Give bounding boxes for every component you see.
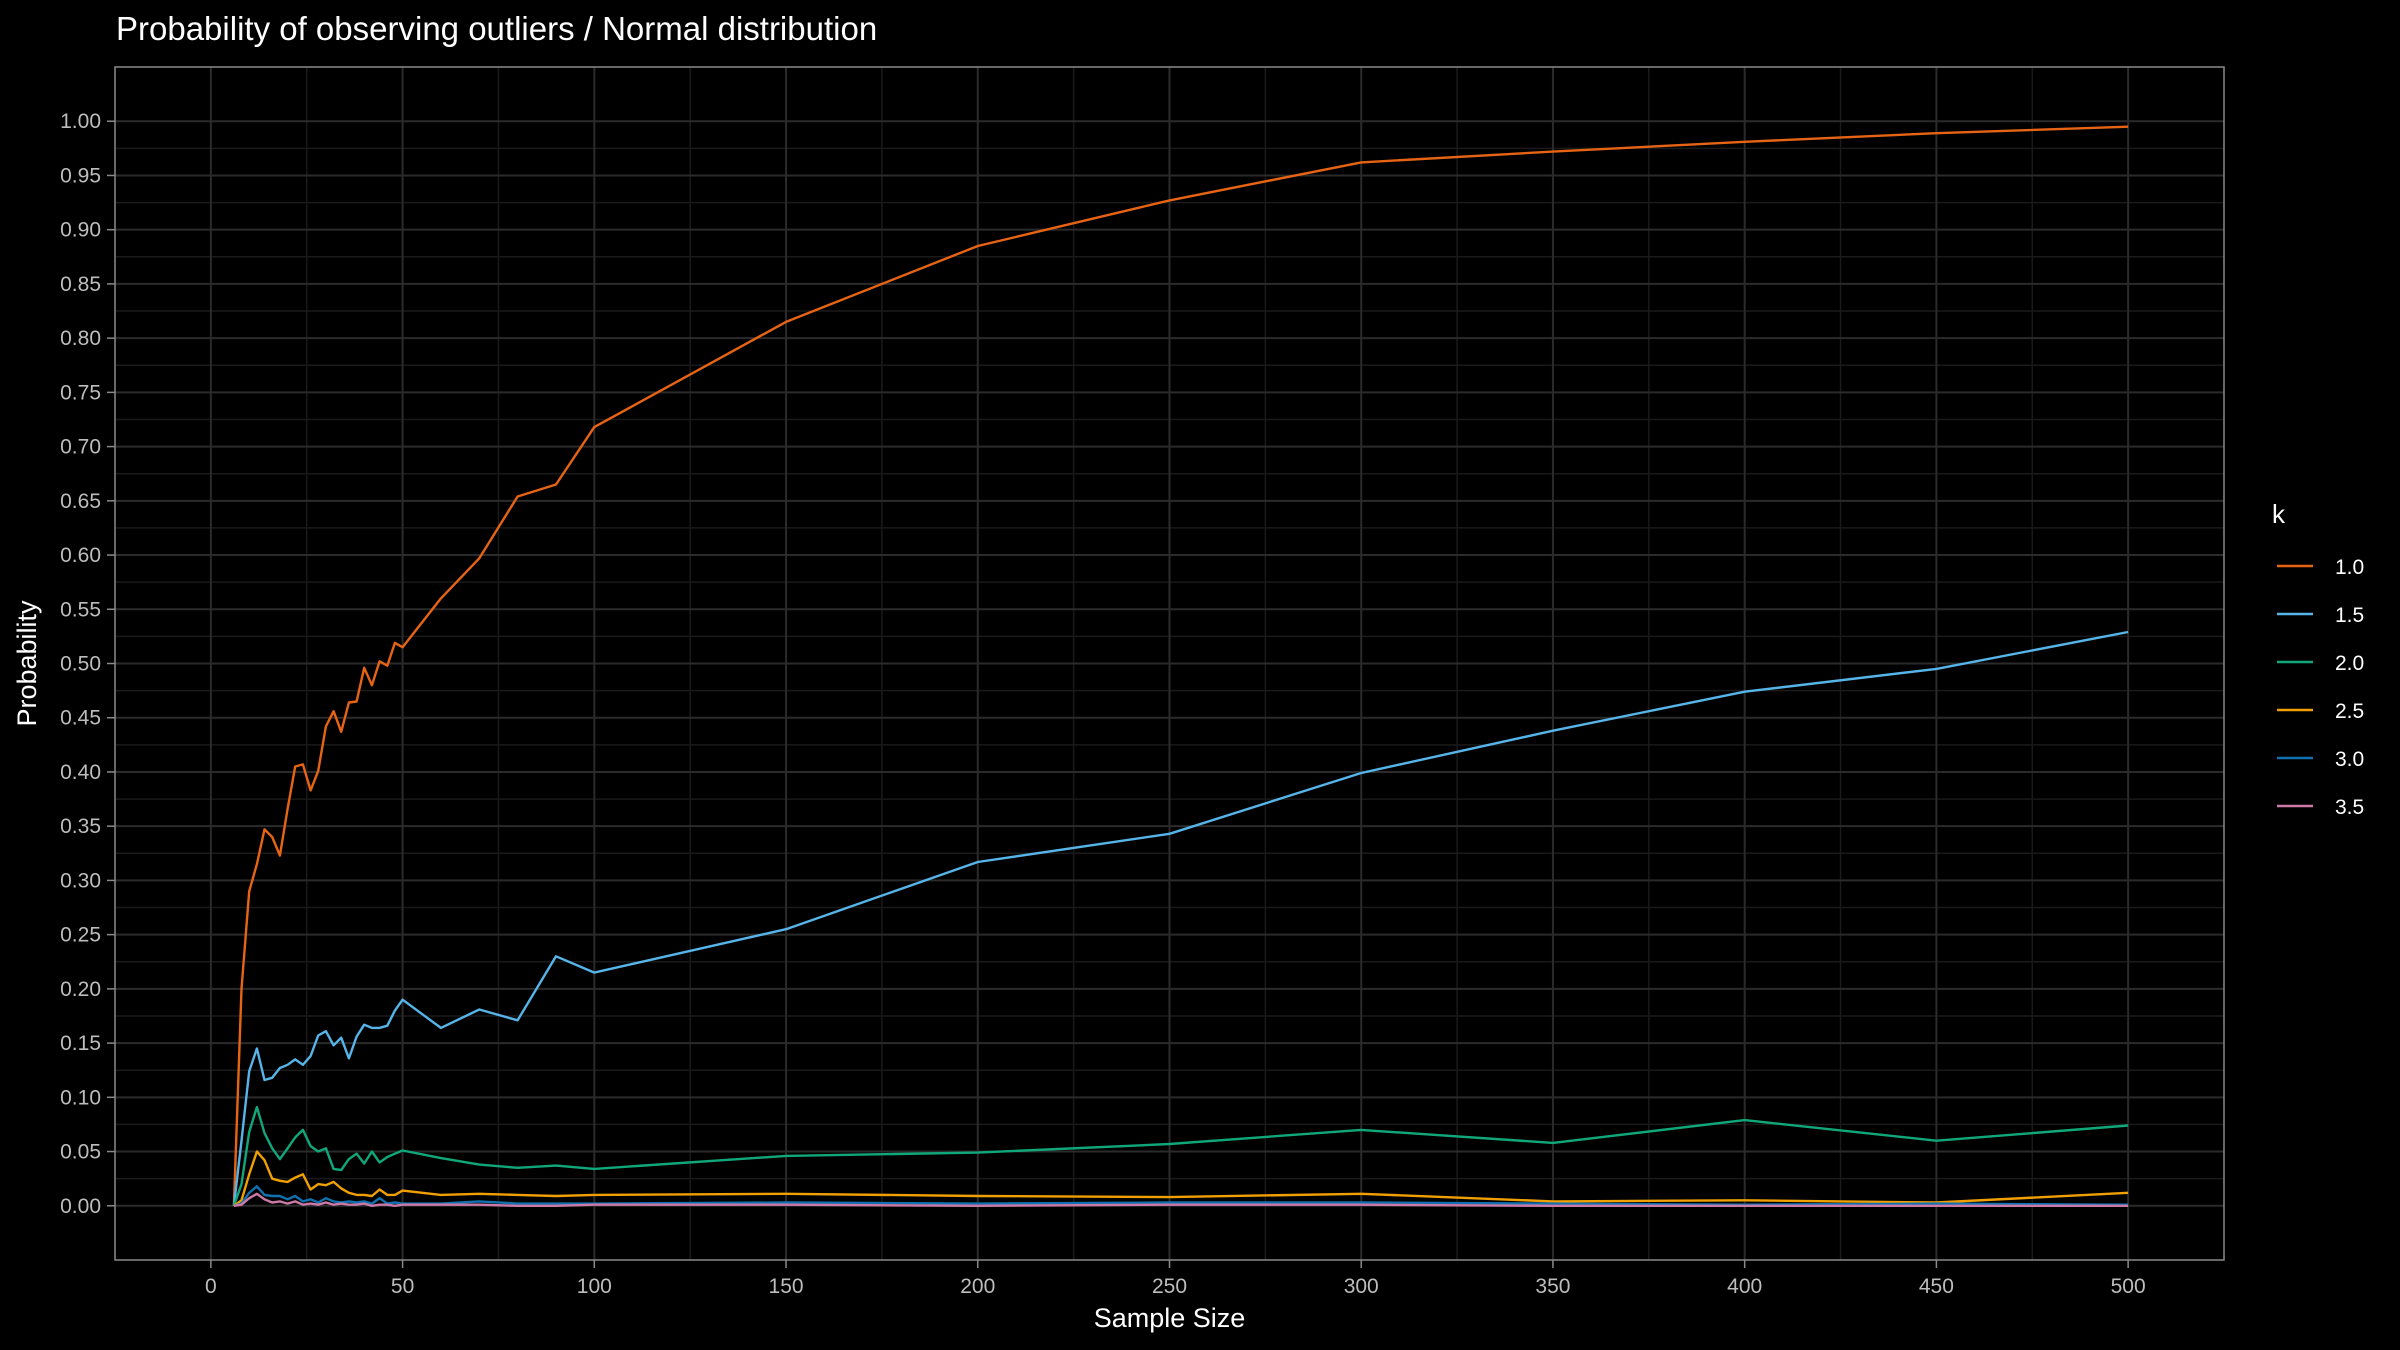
- y-tick-label: 0.00: [60, 1195, 101, 1218]
- x-axis-title: Sample Size: [1094, 1303, 1246, 1333]
- y-tick-label: 0.15: [60, 1032, 101, 1055]
- legend-title: k: [2272, 499, 2286, 529]
- y-tick-label: 0.50: [60, 653, 101, 676]
- legend-label: 3.5: [2335, 796, 2364, 819]
- y-tick-label: 0.45: [60, 707, 101, 730]
- legend-item-k-2.0: 2.0: [2277, 652, 2364, 675]
- x-tick-label: 0: [205, 1275, 217, 1298]
- x-axis: 0 50 100 150 200 250 300 350 400 450 500: [205, 1260, 2146, 1298]
- x-tick-label: 200: [960, 1275, 995, 1298]
- x-tick-label: 350: [1535, 1275, 1570, 1298]
- y-tick-label: 0.70: [60, 436, 101, 459]
- y-tick-label: 0.65: [60, 490, 101, 513]
- x-tick-label: 300: [1344, 1275, 1379, 1298]
- legend-label: 3.0: [2335, 748, 2364, 771]
- y-tick-label: 0.85: [60, 273, 101, 296]
- x-tick-label: 450: [1919, 1275, 1954, 1298]
- y-tick-label: 0.25: [60, 924, 101, 947]
- series-line-k-3.5: [233, 1192, 2129, 1208]
- legend-item-k-3.5: 3.5: [2277, 796, 2364, 819]
- series-line-k-1.5: [232, 630, 2129, 1206]
- series-line-k-2.5: [233, 1150, 2129, 1207]
- x-tick-label: 250: [1152, 1275, 1187, 1298]
- x-tick-label: 150: [769, 1275, 804, 1298]
- series-line-k-3.0: [233, 1185, 2129, 1207]
- series-line-k-1.0: [232, 125, 2129, 1206]
- legend-items: 1.0 1.5 2.0 2.5 3.0 3.5: [2277, 556, 2364, 819]
- y-tick-label: 0.90: [60, 219, 101, 242]
- x-tick-label: 50: [391, 1275, 414, 1298]
- y-axis-title: Probability: [12, 600, 42, 727]
- y-tick-label: 0.55: [60, 598, 101, 621]
- x-tick-label: 400: [1727, 1275, 1762, 1298]
- y-tick-label: 0.20: [60, 978, 101, 1001]
- x-tick-label: 100: [577, 1275, 612, 1298]
- y-tick-label: 0.80: [60, 327, 101, 350]
- y-tick-label: 0.75: [60, 381, 101, 404]
- legend-label: 1.0: [2335, 556, 2364, 579]
- y-tick-label: 0.95: [60, 164, 101, 187]
- y-tick-label: 0.40: [60, 761, 101, 784]
- legend-label: 2.0: [2335, 652, 2364, 675]
- legend: k 1.0 1.5 2.0 2.5 3.0 3.5: [2272, 499, 2364, 819]
- series-lines: [232, 125, 2129, 1208]
- y-tick-label: 0.60: [60, 544, 101, 567]
- legend-item-k-1.0: 1.0: [2277, 556, 2364, 579]
- legend-item-k-2.5: 2.5: [2277, 700, 2364, 723]
- y-tick-label: 0.30: [60, 869, 101, 892]
- legend-label: 1.5: [2335, 604, 2364, 627]
- legend-item-k-3.0: 3.0: [2277, 748, 2364, 771]
- legend-item-k-1.5: 1.5: [2277, 604, 2364, 627]
- series-line-k-2.0: [232, 1105, 2129, 1207]
- y-axis: 0.00 0.05 0.10 0.15 0.20 0.25 0.30 0.35 0.40 0.45…: [60, 110, 115, 1218]
- y-tick-label: 0.05: [60, 1141, 101, 1164]
- y-tick-label: 0.10: [60, 1086, 101, 1109]
- y-tick-label: 0.35: [60, 815, 101, 838]
- legend-label: 2.5: [2335, 700, 2364, 723]
- y-tick-label: 1.00: [60, 110, 101, 133]
- x-tick-label: 500: [2111, 1275, 2146, 1298]
- chart-title: Probability of observing outliers / Norm…: [116, 10, 877, 47]
